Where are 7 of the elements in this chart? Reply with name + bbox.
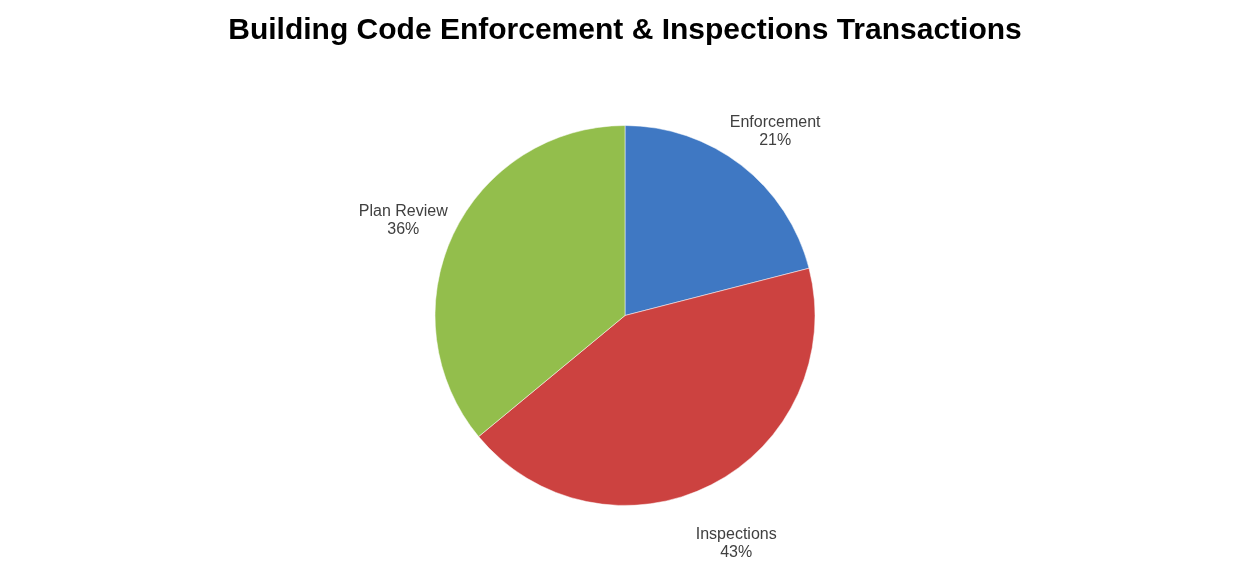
slice-label: Inspections <box>695 524 777 542</box>
slice-label: Plan Review <box>358 202 449 220</box>
data-label: 21% <box>759 130 792 148</box>
chart-title: Building Code Enforcement & Inspections Transactions <box>228 12 1022 45</box>
data-label: 36% <box>387 220 420 238</box>
slice-label: Enforcement <box>729 112 822 130</box>
data-label: 43% <box>720 542 753 560</box>
